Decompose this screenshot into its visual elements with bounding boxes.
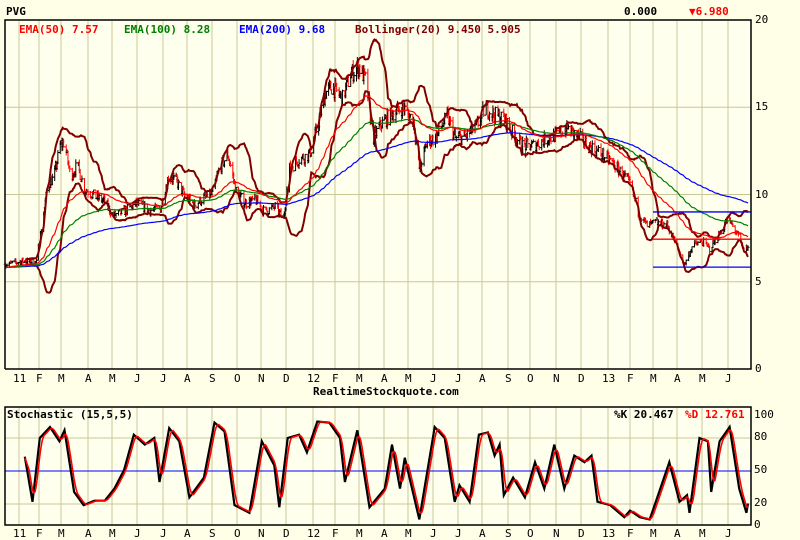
price-x-tick-label: J (160, 372, 167, 385)
stochastic-x-tick-label: F (627, 527, 634, 540)
stochastic-x-tick-label: J (134, 527, 141, 540)
price-x-tick-label: N (258, 372, 265, 385)
price-x-tick-label: D (283, 372, 290, 385)
price-x-tick-label: A (381, 372, 388, 385)
legend-bollinger: Bollinger(20) 9.450 5.905 (355, 23, 521, 36)
stochastic-y-tick-label: 50 (754, 463, 768, 476)
price-x-tick-label: J (134, 372, 141, 385)
stochastic-x-tick-label: J (430, 527, 437, 540)
price-x-tick-label: A (184, 372, 191, 385)
stochastic-panel-border (4, 406, 752, 526)
price-x-tick-label: M (405, 372, 412, 385)
stochastic-x-tick-label: 12 (307, 527, 321, 540)
stochastic-x-tick-label: J (455, 527, 462, 540)
price-x-tick-label: S (505, 372, 512, 385)
price-x-tick-label: A (85, 372, 92, 385)
price-y-tick-label: 15 (755, 100, 769, 114)
stochastic-y-tick-label: 0 (754, 518, 761, 531)
last-price-value: 6.980 (695, 5, 729, 18)
stochastic-x-tick-label: 11 (13, 527, 27, 540)
price-x-tick-label: 13 (602, 372, 616, 385)
stochastic-x-tick-label: S (505, 527, 512, 540)
stochastic-x-tick-label: N (258, 527, 265, 540)
price-x-tick-label: A (479, 372, 486, 385)
price-x-tick-label: M (356, 372, 363, 385)
stochastic-y-tick-label: 20 (754, 496, 768, 509)
stochastic-k-value: %K 20.467 (614, 408, 674, 421)
stochastic-x-tick-label: M (650, 527, 657, 540)
stochastic-x-tick-label: 13 (602, 527, 616, 540)
stochastic-x-tick-label: M (699, 527, 706, 540)
price-x-tick-label: J (725, 372, 732, 385)
stochastic-x-tick-label: F (36, 527, 43, 540)
stochastic-x-tick-label: A (381, 527, 388, 540)
stochastic-x-tick-label: O (527, 527, 534, 540)
stochastic-x-tick-label: J (160, 527, 167, 540)
price-x-tick-label: D (578, 372, 585, 385)
stochastic-x-tick-label: N (553, 527, 560, 540)
stochastic-x-tick-label: O (234, 527, 241, 540)
stochastic-y-tick-label: 100 (754, 408, 774, 421)
stochastic-x-tick-label: A (479, 527, 486, 540)
bollinger-upper-line (24, 37, 749, 261)
stochastic-x-tick-label: M (405, 527, 412, 540)
stochastic-x-tick-label: M (109, 527, 116, 540)
price-x-tick-label: M (699, 372, 706, 385)
change-value: 0.000 (624, 5, 658, 18)
price-y-tick-label: 5 (755, 274, 762, 288)
stochastic-x-tick-label: A (674, 527, 681, 540)
down-arrow-icon: ▼ (689, 5, 696, 18)
price-x-tick-label: N (553, 372, 560, 385)
price-x-tick-label: J (430, 372, 437, 385)
price-x-tick-label: F (332, 372, 339, 385)
price-y-tick-label: 20 (755, 13, 769, 26)
stochastic-x-tick-label: A (85, 527, 92, 540)
price-x-tick-label: 11 (13, 372, 27, 385)
last-price: ▼6.980 (689, 6, 729, 18)
price-x-tick-label: O (234, 372, 241, 385)
stochastic-plot-area (5, 407, 751, 525)
price-x-tick-label: A (674, 372, 681, 385)
stochastic-x-tick-label: D (283, 527, 290, 540)
stochastic-x-tick-label: D (578, 527, 585, 540)
stochastic-x-tick-label: A (184, 527, 191, 540)
stochastic-x-tick-label: M (356, 527, 363, 540)
price-x-tick-label: M (109, 372, 116, 385)
price-y-tick-label: 0 (755, 362, 762, 375)
legend-ema100: EMA(100) 8.28 (124, 23, 211, 36)
price-x-tick-label: M (58, 372, 65, 385)
ema100-line (5, 118, 749, 268)
price-x-tick-label: F (36, 372, 43, 385)
symbol-label: PVG (6, 5, 26, 18)
source-label: RealtimeStockquote.com (313, 385, 459, 398)
price-x-tick-label: F (627, 372, 634, 385)
price-x-tick-label: J (455, 372, 462, 385)
legend-ema50: EMA(50) 7.57 (19, 23, 99, 36)
stochastic-x-tick-label: F (332, 527, 339, 540)
price-x-tick-label: 12 (307, 372, 321, 385)
stochastic-x-tick-label: J (725, 527, 732, 540)
stochastic-y-tick-label: 80 (754, 430, 768, 443)
ema200-line (5, 132, 749, 268)
stochastic-title: Stochastic (15,5,5) (7, 408, 133, 421)
price-x-tick-label: S (209, 372, 216, 385)
stochastic-x-tick-label: S (209, 527, 216, 540)
price-bar (746, 245, 750, 251)
price-panel-border (4, 19, 752, 370)
price-y-tick-label: 10 (755, 187, 769, 201)
ema50-line (5, 95, 749, 268)
stochastic-d-value: %D 12.761 (685, 408, 745, 421)
price-x-tick-label: O (527, 372, 534, 385)
legend-ema200: EMA(200) 9.68 (239, 23, 326, 36)
stochastic-x-tick-label: M (58, 527, 65, 540)
stochastic-d-line (24, 421, 749, 520)
bollinger-lower-line (24, 90, 749, 294)
price-x-tick-label: M (650, 372, 657, 385)
